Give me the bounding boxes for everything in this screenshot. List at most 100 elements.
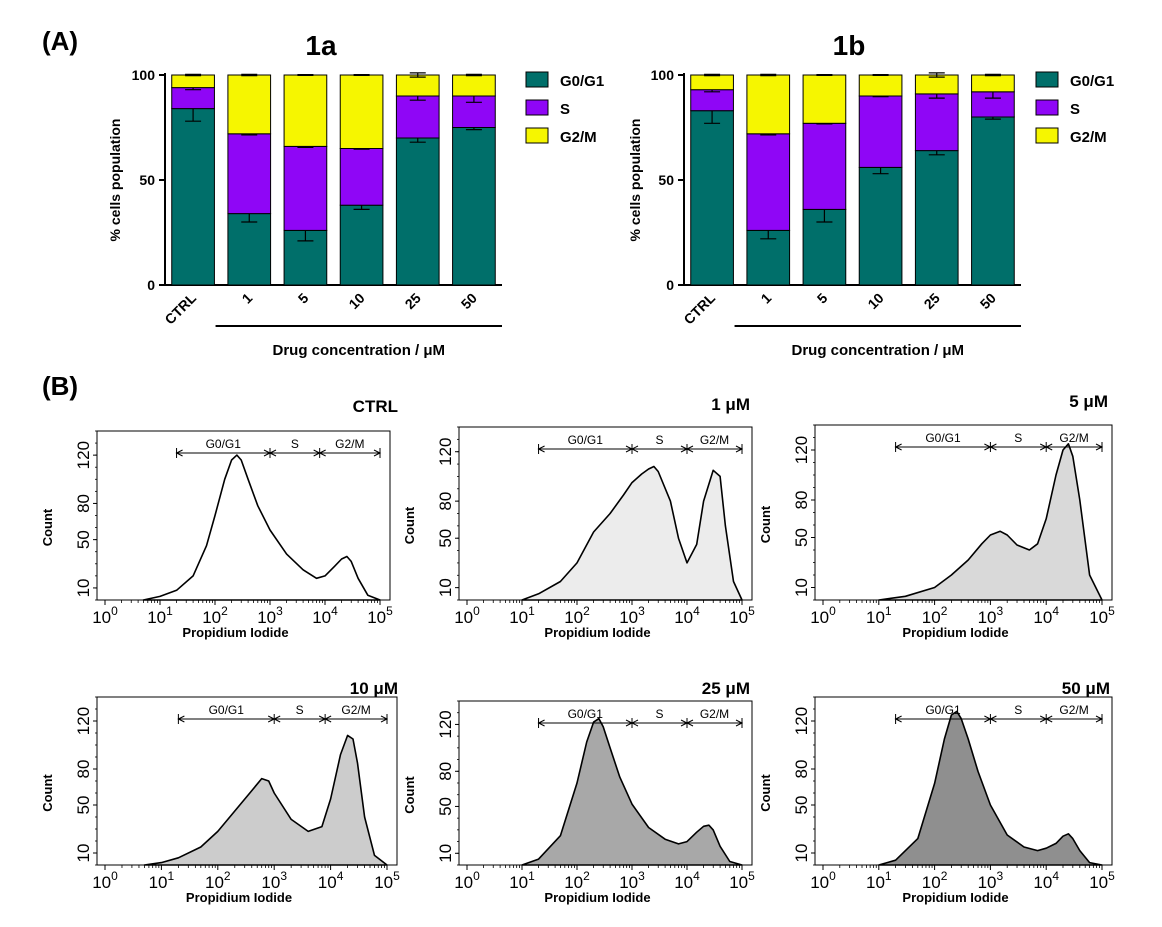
x-tick-label: 104 — [1033, 869, 1059, 892]
x-tick-label: 25 — [921, 290, 943, 312]
chart-title: 1a — [305, 30, 337, 61]
y-tick-label: 80 — [74, 494, 93, 513]
legend-label: S — [560, 101, 570, 118]
y-tick-label: 50 — [436, 797, 455, 816]
y-tick-label: 120 — [792, 707, 811, 735]
x-tick-exponent: 4 — [693, 869, 700, 883]
legend-swatch-g2m — [1035, 127, 1059, 144]
legend-label: G2/M — [560, 129, 597, 146]
gate-label: G0/G1 — [206, 437, 242, 451]
x-tick-label: 100 — [92, 869, 118, 892]
bar-segment-g0g1-ctrl — [171, 108, 215, 286]
y-tick-label: 80 — [74, 760, 93, 779]
x-tick-exponent: 2 — [221, 604, 228, 618]
bar-segment-g2m-50 — [452, 74, 496, 97]
x-tick-label: 101 — [149, 869, 175, 892]
bar-segment-g2m-ctrl — [171, 74, 215, 89]
gate-label: G2/M — [1059, 703, 1088, 717]
y-tick-label: 0 — [147, 277, 155, 293]
x-tick-exponent: 2 — [941, 869, 948, 883]
x-tick-label: 1 — [758, 290, 775, 307]
x-tick-label: 104 — [1033, 604, 1059, 627]
x-tick-label: 105 — [374, 869, 400, 892]
x-tick-label: 5 — [814, 290, 831, 307]
gate-label: G2/M — [700, 707, 729, 721]
x-tick-label: 1 — [239, 290, 256, 307]
x-tick-exponent: 1 — [166, 604, 173, 618]
x-tick-label: 101 — [866, 869, 892, 892]
x-tick-label: 102 — [202, 604, 228, 627]
histogram-area — [521, 465, 743, 601]
bar-segment-g0g1-25 — [914, 150, 959, 286]
y-tick-label: 10 — [436, 844, 455, 863]
x-tick-label: 100 — [454, 604, 480, 627]
x-tick-label: 101 — [147, 604, 173, 627]
x-tick-exponent: 0 — [829, 869, 836, 883]
x-tick-exponent: 5 — [386, 604, 393, 618]
histogram-title: 5 μM — [1069, 392, 1108, 411]
x-tick-label: 101 — [509, 869, 535, 892]
x-tick-exponent: 5 — [1108, 604, 1115, 618]
x-tick-exponent: 4 — [337, 869, 344, 883]
legend-label: G2/M — [1070, 129, 1107, 146]
x-tick-exponent: 2 — [941, 604, 948, 618]
bar-segment-g0g1-10 — [858, 166, 903, 286]
legend-swatch-g0g1 — [1035, 71, 1059, 88]
x-tick-exponent: 1 — [885, 869, 892, 883]
histogram-title: 50 μM — [1062, 679, 1110, 698]
x-axis-label: Drug concentration / μM — [792, 342, 965, 359]
y-tick-label: 120 — [436, 710, 455, 738]
bar-segment-g2m-5 — [283, 74, 328, 147]
gate-label: G0/G1 — [925, 703, 961, 717]
bar-segment-g0g1-50 — [452, 127, 496, 286]
histogram-area — [143, 734, 388, 866]
y-tick-label: 120 — [436, 438, 455, 466]
x-tick-label: 102 — [564, 604, 590, 627]
y-tick-label: 10 — [74, 844, 93, 863]
x-tick-label: 103 — [978, 869, 1004, 892]
histogram-area — [142, 454, 381, 601]
x-tick-label: 100 — [92, 604, 118, 627]
y-tick-label: 50 — [436, 529, 455, 548]
x-tick-label: 50 — [977, 290, 999, 312]
y-tick-label: 120 — [792, 436, 811, 464]
legend-swatch-g0g1 — [525, 71, 549, 88]
bar-segment-s-5 — [283, 145, 328, 231]
bar-segment-s-25 — [395, 95, 440, 139]
chart-title: 1b — [833, 30, 866, 61]
bar-segment-g2m-1 — [746, 74, 791, 135]
x-tick-label: 104 — [318, 869, 344, 892]
x-tick-label: 101 — [509, 604, 535, 627]
legend-label: G0/G1 — [1070, 73, 1114, 90]
bar-segment-g2m-10 — [858, 74, 903, 97]
bar-segment-g2m-25 — [395, 74, 440, 97]
x-tick-label: 101 — [866, 604, 892, 627]
bar-segment-g0g1-10 — [339, 204, 384, 286]
gate-label: S — [655, 433, 663, 447]
x-tick-label: 102 — [922, 604, 948, 627]
y-tick-label: 0 — [666, 277, 674, 293]
y-axis-label: Count — [758, 505, 773, 543]
x-tick-label: 10 — [345, 290, 367, 312]
x-tick-exponent: 2 — [224, 869, 231, 883]
x-tick-exponent: 5 — [748, 869, 755, 883]
bar-segment-s-5 — [802, 122, 847, 210]
x-tick-exponent: 3 — [997, 869, 1004, 883]
x-axis-label: Drug concentration / μM — [273, 342, 446, 359]
x-tick-label: 105 — [367, 604, 393, 627]
bar-chart-1b: 1b % cells population 0 50 100 CTRL 1 5 10 25 50 Dr… — [627, 30, 1114, 359]
x-tick-exponent: 3 — [276, 604, 283, 618]
gate-label: G0/G1 — [568, 707, 604, 721]
legend-label: G0/G1 — [560, 73, 604, 90]
x-tick-exponent: 4 — [1052, 604, 1059, 618]
x-tick-label: 5 — [295, 290, 312, 307]
y-axis-label: Count — [40, 508, 55, 546]
gate-label: G2/M — [700, 433, 729, 447]
x-tick-exponent: 5 — [748, 604, 755, 618]
gate-label: S — [296, 703, 304, 717]
